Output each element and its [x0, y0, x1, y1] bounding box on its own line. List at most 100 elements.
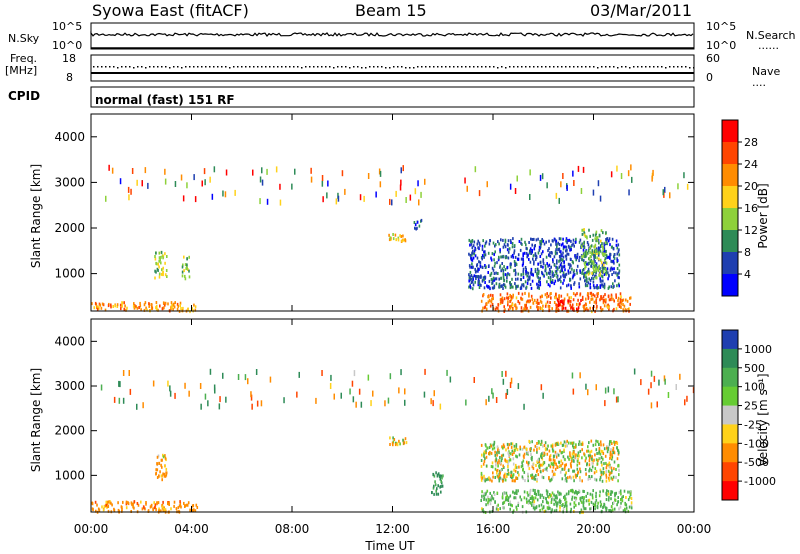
power-cell	[499, 248, 501, 252]
velocity-cell	[497, 447, 499, 451]
power-cell	[470, 274, 473, 277]
velocity-cell	[485, 464, 488, 468]
power-colorbar-segment	[722, 186, 738, 209]
power-cell	[480, 299, 483, 303]
power-cell	[628, 307, 630, 311]
power-cell	[530, 271, 532, 275]
velocity-cell	[542, 444, 544, 448]
power-cell	[520, 273, 523, 277]
power-cell	[570, 264, 572, 268]
power-cell	[558, 237, 561, 241]
power-cell	[686, 183, 689, 190]
power-cell	[616, 284, 618, 288]
power-cell	[602, 284, 604, 288]
power-cell	[471, 280, 474, 284]
power-cell	[488, 286, 491, 290]
velocity-cell	[497, 508, 499, 512]
power-cell	[536, 298, 539, 302]
power-ytick-label-0: 4000	[54, 130, 85, 144]
nave-dot	[525, 66, 527, 68]
power-cell	[544, 293, 547, 297]
velocity-heatmap	[91, 368, 695, 515]
velocity-cell	[552, 473, 555, 477]
power-cell	[484, 241, 487, 245]
nave-dot	[689, 67, 691, 69]
velocity-cell	[574, 498, 577, 502]
power-cell	[503, 283, 505, 287]
power-cell	[478, 286, 481, 289]
power-cell	[520, 278, 522, 282]
velocity-cell	[506, 460, 508, 464]
velocity-cell	[404, 388, 406, 395]
power-colorbar-label-6: 4	[744, 268, 751, 281]
velocity-cell	[523, 455, 525, 459]
power-cell	[576, 255, 579, 259]
power-cell	[512, 237, 514, 241]
power-cell	[150, 305, 153, 308]
power-cell	[605, 231, 607, 235]
power-cell	[616, 273, 618, 277]
power-cell	[504, 273, 507, 277]
velocity-cell	[536, 498, 539, 502]
power-cell	[599, 269, 602, 273]
power-cell	[550, 243, 552, 247]
nave-dot	[337, 66, 339, 68]
velocity-cell	[498, 449, 500, 453]
velocity-cell	[587, 477, 590, 481]
nave-tick-top: 60	[706, 52, 720, 65]
velocity-cell	[615, 491, 617, 495]
power-cell	[535, 238, 538, 242]
power-cell	[602, 267, 604, 271]
velocity-cell	[640, 379, 642, 386]
power-cell	[502, 238, 504, 242]
velocity-cell	[125, 502, 128, 506]
nave-dot	[409, 67, 411, 69]
velocity-cell	[484, 457, 486, 461]
power-cell	[627, 170, 630, 177]
velocity-cell	[613, 442, 616, 446]
velocity-cell	[164, 508, 167, 512]
velocity-cell	[586, 462, 588, 466]
velocity-cell	[598, 450, 600, 454]
power-cell	[563, 302, 565, 306]
power-cell	[603, 261, 605, 265]
power-cell	[596, 267, 598, 271]
power-cell	[504, 238, 507, 242]
power-cell	[620, 302, 622, 306]
power-cell	[522, 284, 525, 288]
velocity-cell	[558, 460, 560, 464]
power-cell	[191, 307, 194, 311]
velocity-cell	[163, 507, 165, 511]
velocity-cell	[546, 468, 548, 472]
velocity-cell	[542, 392, 544, 399]
velocity-cell	[663, 375, 666, 382]
power-cell	[546, 292, 548, 296]
velocity-cell	[610, 448, 612, 452]
velocity-cell	[532, 466, 535, 470]
velocity-cell	[595, 439, 597, 443]
velocity-cell	[605, 479, 608, 483]
power-ylabel: Slant Range [km]	[29, 164, 43, 268]
velocity-cell	[551, 447, 554, 451]
power-cell	[327, 180, 329, 187]
velocity-cell	[541, 475, 543, 479]
power-cell	[194, 305, 197, 309]
velocity-cell	[219, 396, 221, 403]
velocity-cell	[536, 450, 538, 454]
power-cell	[577, 298, 579, 302]
nave-dot	[693, 67, 695, 69]
power-cell	[335, 198, 338, 205]
velocity-cell	[509, 500, 511, 504]
velocity-cell	[650, 370, 653, 377]
power-cell	[528, 241, 530, 244]
power-cell	[608, 298, 611, 302]
velocity-cell	[618, 491, 621, 494]
velocity-cell	[437, 492, 440, 496]
power-cell	[588, 277, 590, 281]
velocity-cell	[480, 478, 483, 482]
power-cell	[594, 233, 597, 237]
power-cell	[487, 251, 490, 255]
velocity-cell	[543, 461, 546, 465]
velocity-cell	[617, 396, 619, 403]
power-cell	[478, 241, 481, 245]
